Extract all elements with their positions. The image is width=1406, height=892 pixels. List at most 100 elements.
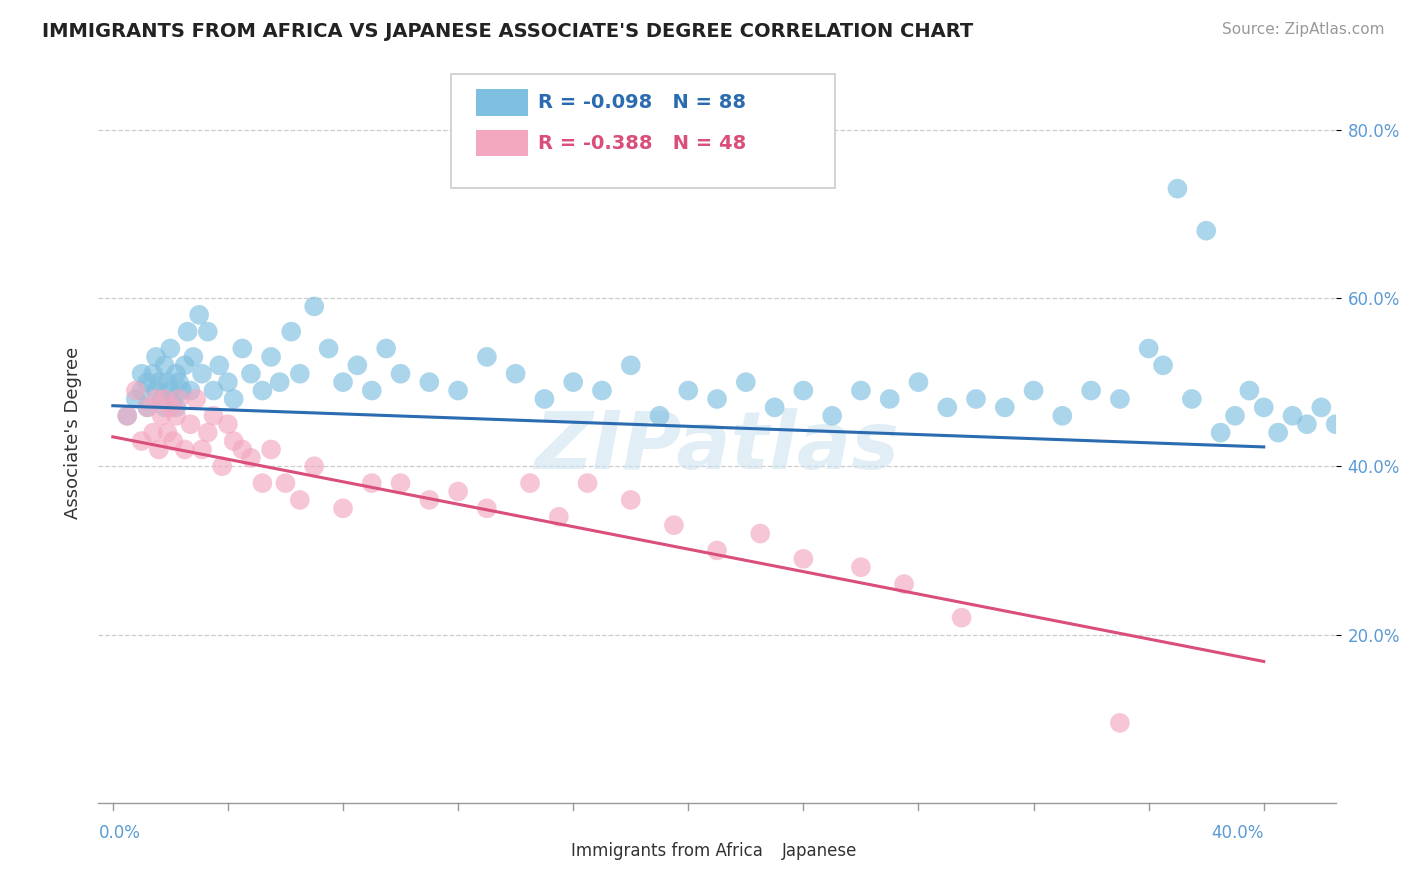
Point <box>260 442 283 457</box>
Point <box>792 384 814 398</box>
Point <box>1253 401 1275 415</box>
Point <box>849 384 872 398</box>
Point <box>125 384 148 398</box>
Point <box>231 442 253 457</box>
Point <box>360 384 382 398</box>
Point <box>533 392 555 406</box>
Point <box>145 384 167 398</box>
Point <box>447 384 470 398</box>
Point <box>148 375 170 389</box>
Point <box>1195 224 1218 238</box>
Point <box>167 375 190 389</box>
Point <box>763 401 786 415</box>
Point <box>274 476 297 491</box>
Point <box>318 342 340 356</box>
Point <box>211 459 233 474</box>
FancyBboxPatch shape <box>451 73 835 188</box>
Point <box>136 401 159 415</box>
Point <box>142 425 165 440</box>
Point <box>179 384 201 398</box>
Point <box>418 375 440 389</box>
Point <box>136 375 159 389</box>
Point <box>153 359 176 373</box>
Point <box>145 350 167 364</box>
Point <box>280 325 302 339</box>
Point <box>208 359 231 373</box>
Point <box>156 375 179 389</box>
Text: Immigrants from Africa: Immigrants from Africa <box>571 842 763 860</box>
Point <box>1181 392 1204 406</box>
Point <box>156 425 179 440</box>
FancyBboxPatch shape <box>733 840 775 862</box>
Point <box>115 409 138 423</box>
Point <box>662 518 685 533</box>
Point <box>159 342 181 356</box>
Point <box>1152 359 1174 373</box>
Point <box>179 417 201 432</box>
Point <box>1267 425 1289 440</box>
Point <box>131 367 153 381</box>
Point <box>165 409 187 423</box>
Text: 0.0%: 0.0% <box>98 824 141 842</box>
Point <box>360 476 382 491</box>
Point <box>821 409 844 423</box>
Point <box>260 350 283 364</box>
Point <box>1109 715 1132 730</box>
Point <box>346 359 368 373</box>
Point <box>231 342 253 356</box>
Point <box>162 392 184 406</box>
Point <box>217 375 239 389</box>
Point <box>173 359 195 373</box>
Point <box>150 409 173 423</box>
Point <box>288 367 311 381</box>
Point <box>142 367 165 381</box>
Point <box>217 417 239 432</box>
Point <box>1281 409 1303 423</box>
Text: IMMIGRANTS FROM AFRICA VS JAPANESE ASSOCIATE'S DEGREE CORRELATION CHART: IMMIGRANTS FROM AFRICA VS JAPANESE ASSOC… <box>42 22 973 41</box>
Point <box>893 577 915 591</box>
Point <box>202 409 225 423</box>
Point <box>131 434 153 448</box>
Point <box>173 442 195 457</box>
Point <box>375 342 398 356</box>
Point <box>965 392 987 406</box>
FancyBboxPatch shape <box>475 89 527 116</box>
Point <box>1239 384 1261 398</box>
Point <box>1166 181 1188 195</box>
Point <box>994 401 1017 415</box>
Point <box>907 375 929 389</box>
Point <box>1339 434 1361 448</box>
Point <box>197 325 219 339</box>
Point <box>706 392 728 406</box>
Point <box>222 392 245 406</box>
Point <box>519 476 541 491</box>
Point <box>148 442 170 457</box>
Point <box>547 509 569 524</box>
Point <box>950 610 973 624</box>
Text: R = -0.098   N = 88: R = -0.098 N = 88 <box>537 93 745 112</box>
FancyBboxPatch shape <box>523 840 565 862</box>
Point <box>620 492 643 507</box>
Point <box>849 560 872 574</box>
Point <box>389 367 412 381</box>
Point <box>165 401 187 415</box>
Point <box>1296 417 1319 432</box>
Point <box>202 384 225 398</box>
Point <box>302 459 325 474</box>
Point <box>1368 594 1391 608</box>
Point <box>239 367 262 381</box>
Point <box>252 384 274 398</box>
Point <box>170 384 193 398</box>
Point <box>252 476 274 491</box>
Point <box>505 367 527 381</box>
Point <box>197 425 219 440</box>
Point <box>648 409 671 423</box>
Point <box>749 526 772 541</box>
Point <box>332 501 354 516</box>
Point <box>706 543 728 558</box>
Point <box>302 300 325 314</box>
Point <box>162 434 184 448</box>
Point <box>447 484 470 499</box>
Point <box>269 375 291 389</box>
Point <box>239 450 262 465</box>
